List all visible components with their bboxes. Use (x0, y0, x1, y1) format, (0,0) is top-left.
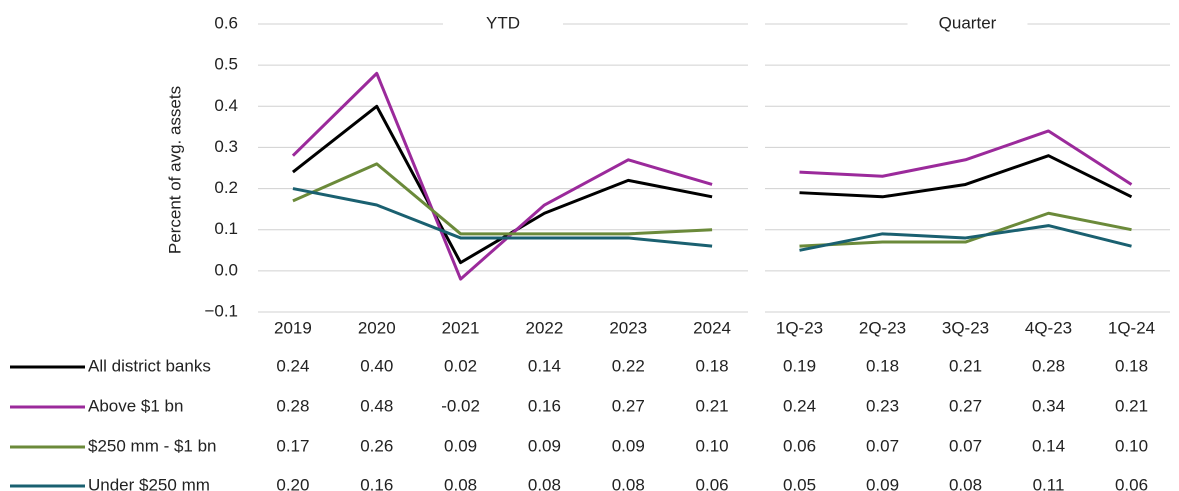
table-value: 0.16 (528, 396, 561, 415)
panel-title-bg (443, 12, 563, 36)
table-value: 0.10 (696, 436, 729, 455)
y-axis-label: Percent of avg. assets (165, 86, 184, 254)
x-tick-label: 2024 (693, 318, 731, 337)
table-value: 0.09 (528, 436, 561, 455)
x-tick-label: 2023 (609, 318, 647, 337)
table-value: 0.17 (276, 436, 309, 455)
table-value: 0.08 (528, 475, 561, 491)
table-value: 0.06 (1115, 475, 1148, 491)
x-tick-label: 2019 (274, 318, 312, 337)
x-tick-label: 2022 (526, 318, 564, 337)
y-tick-label: 0.4 (214, 96, 238, 115)
x-tick-label: 3Q-23 (942, 318, 989, 337)
panel-title: YTD (486, 13, 520, 32)
table-value: 0.21 (949, 356, 982, 375)
y-tick-label: 0.3 (214, 137, 238, 156)
table-value: 0.07 (866, 436, 899, 455)
table-value: 0.08 (612, 475, 645, 491)
table-value: 0.24 (276, 356, 309, 375)
table-value: 0.28 (1032, 356, 1065, 375)
table-value: 0.08 (444, 475, 477, 491)
table-value: 0.02 (444, 356, 477, 375)
series-line (799, 129, 1133, 186)
table-value: 0.05 (783, 475, 816, 491)
table-value: 0.18 (1115, 356, 1148, 375)
legend-label: Above $1 bn (88, 396, 183, 415)
table-value: 0.21 (1115, 396, 1148, 415)
x-tick-label: 2020 (358, 318, 396, 337)
table-value: 0.48 (360, 396, 393, 415)
x-tick-label: 1Q-24 (1108, 318, 1155, 337)
series-line (799, 154, 1133, 199)
series-line (292, 162, 713, 236)
table-value: 0.20 (276, 475, 309, 491)
table-value: 0.21 (696, 396, 729, 415)
legend-label: All district banks (88, 356, 211, 375)
table-value: 0.18 (696, 356, 729, 375)
table-value: 0.19 (783, 356, 816, 375)
table-value: 0.14 (1032, 436, 1065, 455)
series-line (799, 211, 1132, 248)
table-value: 0.40 (360, 356, 393, 375)
table-value: 0.09 (866, 475, 899, 491)
panel-title: Quarter (939, 13, 997, 32)
table-value: 0.27 (612, 396, 645, 415)
series-line (292, 187, 713, 248)
panel-title-bg (907, 12, 1028, 36)
table-value: 0.09 (444, 436, 477, 455)
table-value: 0.26 (360, 436, 393, 455)
table-value: 0.10 (1115, 436, 1148, 455)
table-value: 0.06 (696, 475, 729, 491)
table-value: 0.09 (612, 436, 645, 455)
table-value: 0.34 (1032, 396, 1065, 415)
table-value: 0.24 (783, 396, 816, 415)
table-value: -0.02 (441, 396, 480, 415)
y-tick-label: 0.2 (214, 178, 238, 197)
y-tick-label: −0.1 (204, 301, 238, 320)
table-value: 0.14 (528, 356, 561, 375)
table-value: 0.06 (783, 436, 816, 455)
table-value: 0.18 (866, 356, 899, 375)
x-tick-label: 2021 (442, 318, 480, 337)
table-value: 0.08 (949, 475, 982, 491)
table-value: 0.27 (949, 396, 982, 415)
y-tick-label: 0.5 (214, 55, 238, 74)
x-tick-label: 1Q-23 (776, 318, 823, 337)
y-tick-label: 0.6 (214, 13, 238, 32)
legend-label: $250 mm - $1 bn (88, 436, 217, 455)
table-value: 0.07 (949, 436, 982, 455)
series-line (799, 224, 1132, 252)
table-value: 0.22 (612, 356, 645, 375)
series-line (291, 71, 713, 281)
y-tick-label: 0.1 (214, 219, 238, 238)
y-tick-label: 0.0 (214, 260, 238, 279)
x-tick-label: 2Q-23 (859, 318, 906, 337)
x-tick-label: 4Q-23 (1025, 318, 1072, 337)
table-value: 0.23 (866, 396, 899, 415)
table-value: 0.11 (1033, 475, 1065, 491)
legend-label: Under $250 mm (88, 475, 210, 491)
table-value: 0.28 (276, 396, 309, 415)
table-value: 0.16 (360, 475, 393, 491)
